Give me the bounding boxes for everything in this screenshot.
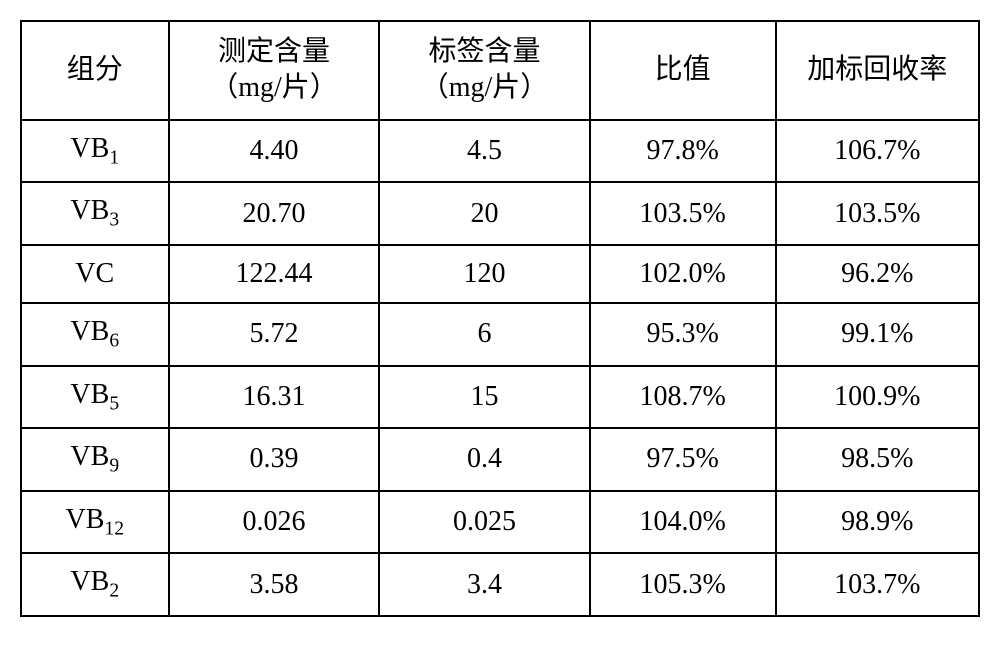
- component-subscript: 1: [109, 147, 119, 168]
- cell-recovery: 103.5%: [776, 182, 979, 245]
- cell-component: VB5: [21, 366, 169, 429]
- component-base: VB: [66, 504, 105, 535]
- component-base: VB: [70, 195, 109, 226]
- cell-measured: 16.31: [169, 366, 380, 429]
- table-row: VC 122.44120102.0%96.2%: [21, 245, 979, 303]
- cell-label: 4.5: [379, 120, 589, 183]
- component-subscript: 2: [109, 581, 119, 602]
- cell-component: VC: [21, 245, 169, 303]
- component-base: VB: [70, 316, 109, 347]
- cell-label: 15: [379, 366, 589, 429]
- table-header-row: 组分 测定含量 （mg/片） 标签含量 （mg/片） 比值 加标回收率: [21, 21, 979, 120]
- cell-measured: 5.72: [169, 303, 380, 366]
- cell-measured: 3.58: [169, 553, 380, 616]
- table-row: VB320.7020103.5%103.5%: [21, 182, 979, 245]
- cell-measured: 20.70: [169, 182, 380, 245]
- cell-ratio: 97.5%: [590, 428, 776, 491]
- cell-ratio: 104.0%: [590, 491, 776, 554]
- component-base: VB: [70, 566, 109, 597]
- cell-measured: 4.40: [169, 120, 380, 183]
- cell-component: VB9: [21, 428, 169, 491]
- cell-recovery: 98.5%: [776, 428, 979, 491]
- cell-label: 120: [379, 245, 589, 303]
- cell-recovery: 98.9%: [776, 491, 979, 554]
- cell-label: 20: [379, 182, 589, 245]
- cell-recovery: 106.7%: [776, 120, 979, 183]
- header-unit: （mg/片）: [388, 70, 580, 106]
- component-subscript: 9: [109, 456, 119, 477]
- header-text: 组分: [67, 54, 123, 85]
- component-subscript: 5: [109, 393, 119, 414]
- cell-component: VB1: [21, 120, 169, 183]
- cell-recovery: 103.7%: [776, 553, 979, 616]
- component-base: VB: [70, 133, 109, 164]
- cell-component: VB6: [21, 303, 169, 366]
- cell-ratio: 97.8%: [590, 120, 776, 183]
- component-base: VB: [70, 441, 109, 472]
- table-row: VB120.0260.025104.0%98.9%: [21, 491, 979, 554]
- table-row: VB65.72695.3%99.1%: [21, 303, 979, 366]
- cell-measured: 122.44: [169, 245, 380, 303]
- cell-component: VB2: [21, 553, 169, 616]
- cell-ratio: 103.5%: [590, 182, 776, 245]
- cell-recovery: 100.9%: [776, 366, 979, 429]
- component-subscript: 3: [109, 210, 119, 231]
- table-row: VB90.390.497.5%98.5%: [21, 428, 979, 491]
- header-text: 加标回收率: [807, 54, 947, 85]
- col-header-recovery: 加标回收率: [776, 21, 979, 120]
- cell-ratio: 102.0%: [590, 245, 776, 303]
- col-header-ratio: 比值: [590, 21, 776, 120]
- cell-component: VB3: [21, 182, 169, 245]
- component-base: VC: [75, 258, 114, 289]
- table-row: VB23.583.4105.3%103.7%: [21, 553, 979, 616]
- component-subscript: 6: [109, 331, 119, 352]
- cell-label: 0.025: [379, 491, 589, 554]
- cell-label: 3.4: [379, 553, 589, 616]
- vitamin-table: 组分 测定含量 （mg/片） 标签含量 （mg/片） 比值 加标回收率 VB14…: [20, 20, 980, 617]
- header-text: 标签含量: [429, 36, 541, 67]
- header-unit: （mg/片）: [178, 70, 371, 106]
- cell-recovery: 99.1%: [776, 303, 979, 366]
- cell-ratio: 105.3%: [590, 553, 776, 616]
- cell-ratio: 95.3%: [590, 303, 776, 366]
- table-row: VB516.3115108.7%100.9%: [21, 366, 979, 429]
- component-subscript: 12: [104, 518, 124, 539]
- cell-label: 0.4: [379, 428, 589, 491]
- cell-ratio: 108.7%: [590, 366, 776, 429]
- cell-measured: 0.39: [169, 428, 380, 491]
- component-base: VB: [70, 379, 109, 410]
- cell-label: 6: [379, 303, 589, 366]
- col-header-measured: 测定含量 （mg/片）: [169, 21, 380, 120]
- cell-component: VB12: [21, 491, 169, 554]
- header-text: 测定含量: [218, 36, 330, 67]
- cell-measured: 0.026: [169, 491, 380, 554]
- table-row: VB14.404.597.8%106.7%: [21, 120, 979, 183]
- table-body: VB14.404.597.8%106.7%VB320.7020103.5%103…: [21, 120, 979, 616]
- col-header-label: 标签含量 （mg/片）: [379, 21, 589, 120]
- header-text: 比值: [655, 54, 711, 85]
- col-header-component: 组分: [21, 21, 169, 120]
- cell-recovery: 96.2%: [776, 245, 979, 303]
